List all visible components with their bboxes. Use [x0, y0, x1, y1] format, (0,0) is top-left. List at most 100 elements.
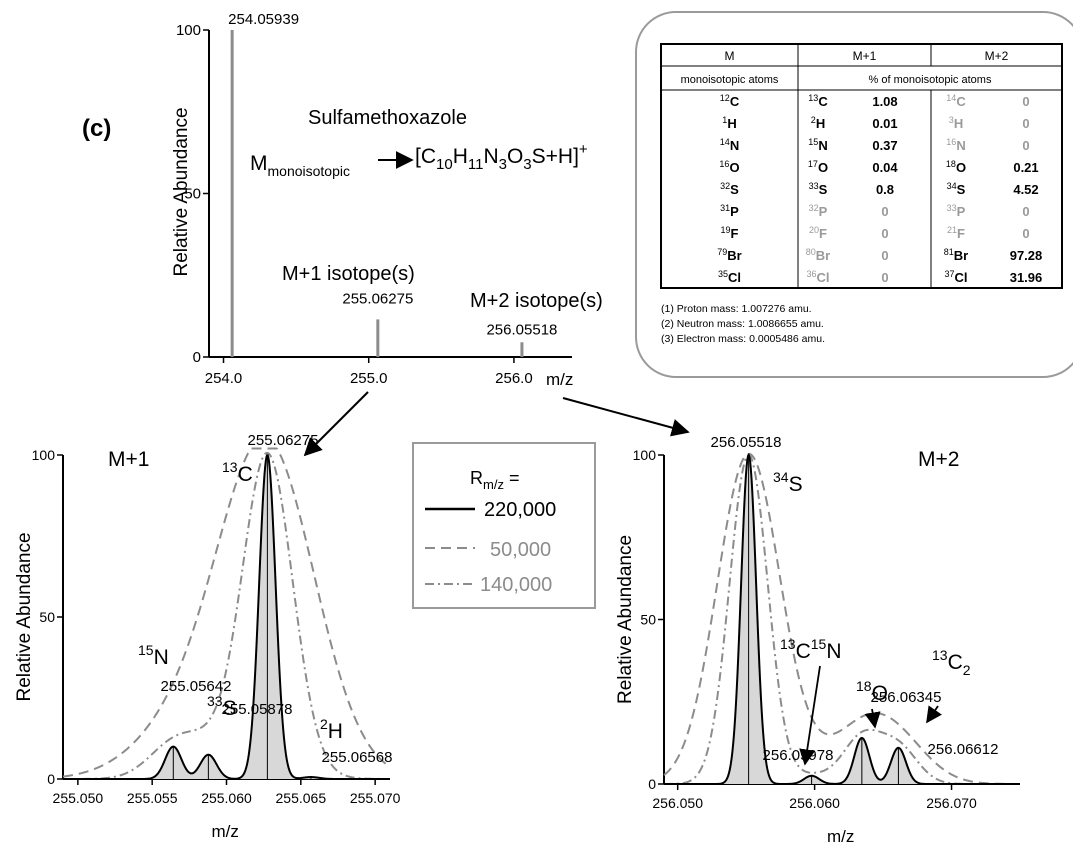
table-isotope-element: C [730, 94, 740, 109]
annotation-arrow [799, 665, 821, 766]
table-value: 0 [1022, 138, 1029, 153]
peak-label: 255.06568 [322, 749, 393, 766]
table-isotope-element: P [819, 204, 828, 219]
isotope-mass: 13 [222, 459, 238, 475]
table-isotope-element: N [730, 138, 739, 153]
formula-part: [C [415, 145, 436, 168]
x-tick-label: 255.050 [53, 790, 104, 806]
y-tick-label: 100 [32, 447, 56, 463]
arrow-to-m1 [303, 391, 369, 457]
peak-label: 256.05978 [763, 747, 834, 764]
formula-part: N [483, 145, 498, 168]
table-value: 1.08 [872, 94, 897, 109]
table-isotope-element: Cl [955, 270, 968, 285]
formula-part: S+H] [532, 145, 579, 168]
isotope-count: 2 [963, 662, 971, 678]
table-isotope-element: Cl [817, 270, 830, 285]
y-tick-label: 100 [176, 22, 201, 39]
table-isotope-mass: 33 [809, 181, 819, 191]
y-tick-label: 50 [640, 612, 656, 628]
table-value: 0.01 [872, 116, 897, 131]
table-isotope-mass: 15 [808, 137, 818, 147]
legend-title: Rm/z = [470, 468, 519, 492]
table-isotope-mass: 33 [947, 203, 957, 213]
legend-title-suffix: = [509, 468, 520, 488]
table-isotope: 2H [811, 115, 825, 131]
table-note: (1) Proton mass: 1.007276 amu. [661, 303, 812, 315]
table-value: 0.04 [872, 160, 898, 175]
table-isotope-mass: 12 [720, 93, 730, 103]
table-value: 0 [1022, 116, 1029, 131]
legend-title-sub: m/z [483, 477, 504, 492]
y-tick-label: 0 [47, 771, 55, 787]
m2-isotope-label: M+2 isotope(s) [470, 290, 603, 312]
table-isotope-mass: 79 [717, 247, 727, 257]
table-isotope: 14C [946, 93, 966, 109]
y-axis-label: Relative Abundance [171, 107, 192, 276]
x-tick-label: 255.0 [350, 370, 388, 387]
x-tick-label: 256.050 [652, 795, 703, 811]
table-isotope-mass: 36 [806, 269, 816, 279]
x-axis-label: m/z [827, 827, 854, 846]
isotope-mass: 15 [138, 642, 154, 658]
table-isotope-mass: 3 [949, 115, 954, 125]
isotope-mass: 13 [932, 647, 948, 663]
isotope-element: S [223, 697, 237, 720]
table-group-header: M+1 [853, 49, 877, 63]
table-isotope-element: S [957, 182, 966, 197]
table-value: 0 [1022, 204, 1029, 219]
table-isotope-mass: 14 [720, 137, 730, 147]
legend-entry-140000: 140,000 [480, 574, 552, 596]
table-value: 0 [1022, 226, 1029, 241]
table-note: (3) Electron mass: 0.0005486 amu. [661, 333, 825, 345]
solid-fill [664, 455, 1020, 784]
legend-box [412, 442, 596, 609]
table-isotope: 19F [721, 225, 739, 241]
table-isotope-element: O [729, 160, 739, 175]
table-value: 0.21 [1013, 160, 1038, 175]
series-140000 [664, 453, 1020, 785]
table-isotope-element: P [957, 204, 966, 219]
isotope-mass: 18 [856, 678, 872, 694]
series-140000 [63, 451, 390, 780]
table-value: 4.52 [1013, 182, 1038, 197]
m1-isotope-label: M+1 isotope(s) [282, 263, 415, 285]
table-isotope: 32P [809, 203, 828, 219]
table-isotope: 81Br [944, 247, 968, 263]
table-isotope-mass: 20 [809, 225, 819, 235]
formula-part: + [579, 141, 588, 158]
table-isotope: 15N [808, 137, 827, 153]
isotope-mass: 15 [811, 636, 827, 652]
table-isotope: 12C [720, 93, 740, 109]
table-isotope: 36Cl [806, 269, 829, 285]
chart-title: M+2 [918, 448, 959, 471]
isotope-element: C [238, 463, 253, 486]
table-border [660, 43, 1063, 289]
table-isotope: 13C [808, 93, 828, 109]
table-isotope: 79Br [717, 247, 741, 263]
table-isotope: 16N [946, 137, 965, 153]
table-isotope-mass: 81 [944, 247, 954, 257]
table-isotope-element: Br [816, 248, 830, 263]
table-isotope: 16O [719, 159, 739, 175]
x-tick-label: 256.070 [926, 795, 977, 811]
table-value: 0.8 [876, 182, 894, 197]
y-tick-label: 100 [633, 447, 657, 463]
table-group-header: M [725, 49, 735, 63]
x-axis-label: m/z [212, 822, 239, 841]
table-isotope: 20F [809, 225, 827, 241]
isotope-mass: 13 [780, 636, 796, 652]
peak-label: 256.06612 [928, 741, 999, 758]
table-isotope-element: N [956, 138, 965, 153]
isotope-mass: 33 [207, 693, 223, 709]
table-subheader: monoisotopic atoms [681, 74, 779, 86]
formula-part: 3 [499, 156, 507, 173]
resolution-legend: Rm/z = 220,000 50,000 140,000 [412, 442, 596, 609]
formula-part: O [507, 145, 523, 168]
table-isotope-mass: 17 [808, 159, 818, 169]
table-isotope-element: O [818, 160, 828, 175]
table-isotope-element: P [730, 204, 739, 219]
table-isotope: 32S [720, 181, 739, 197]
table-isotope-mass: 14 [946, 93, 956, 103]
peak-label: 254.05939 [228, 11, 299, 28]
